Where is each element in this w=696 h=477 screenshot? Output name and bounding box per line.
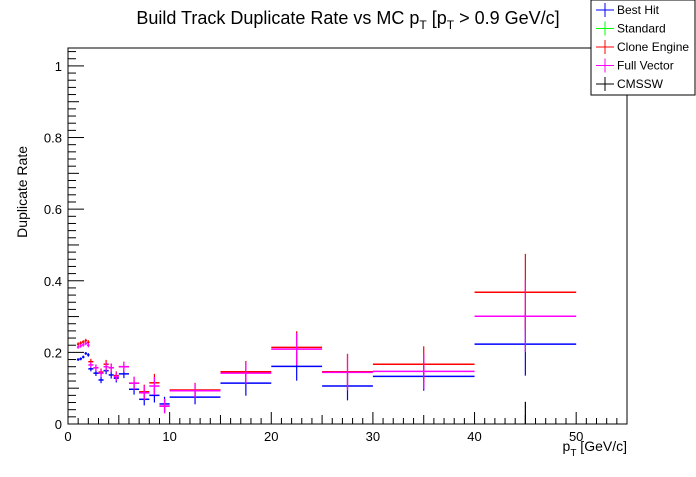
y-tick-label: 0.6 bbox=[44, 202, 62, 217]
series-clone-engine bbox=[76, 253, 577, 414]
y-axis-label: Duplicate Rate bbox=[14, 146, 30, 238]
plot-frame bbox=[67, 47, 628, 425]
legend-label: Best Hit bbox=[617, 3, 660, 17]
x-axis: 0 10 20 30 40 50 bbox=[64, 412, 628, 444]
x-axis-label: pT [GeV/c] bbox=[563, 438, 627, 459]
x-tick-label: 0 bbox=[64, 429, 71, 444]
y-tick-label: 0.2 bbox=[44, 345, 62, 360]
x-tick-label: 30 bbox=[366, 429, 380, 444]
legend-label: Standard bbox=[617, 22, 666, 36]
legend-label: CMSSW bbox=[617, 77, 664, 91]
x-tick-label: 10 bbox=[162, 429, 176, 444]
x-tick-label: 20 bbox=[264, 429, 278, 444]
y-tick-label: 0.4 bbox=[44, 274, 62, 289]
x-tick-label: 50 bbox=[569, 429, 583, 444]
data-marks bbox=[76, 253, 577, 424]
x-tick-label: 40 bbox=[467, 429, 481, 444]
legend-label: Full Vector bbox=[617, 59, 674, 73]
y-tick-label: 1 bbox=[55, 59, 62, 74]
legend: Best Hit Standard Clone Engine Full Vector C… bbox=[590, 0, 696, 96]
legend-label: Clone Engine bbox=[617, 40, 689, 54]
chart-title: Build Track Duplicate Rate vs MC pT [pT … bbox=[136, 8, 559, 32]
y-axis: 0 0.2 0.4 0.6 0.8 1 bbox=[44, 51, 84, 432]
series-best-hit bbox=[76, 312, 577, 412]
series-full-vector bbox=[76, 280, 577, 414]
y-tick-label: 0.8 bbox=[44, 131, 62, 146]
y-tick-label: 0 bbox=[55, 417, 62, 432]
